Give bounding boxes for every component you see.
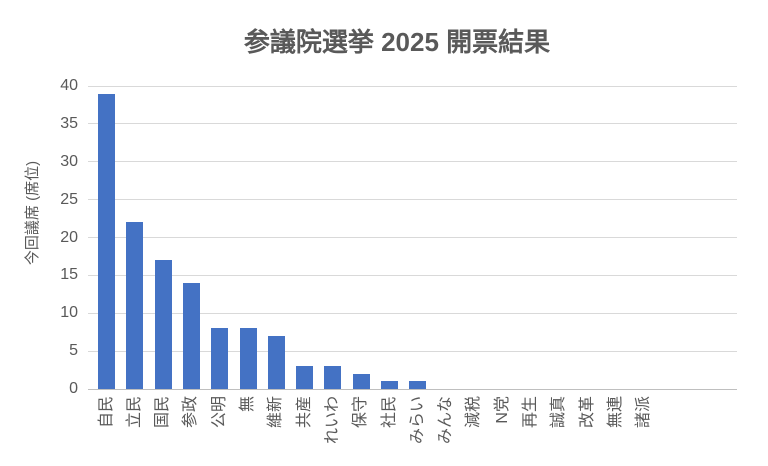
x-axis-label: 公明 [210, 396, 228, 429]
x-axis-label: 無連 [606, 396, 624, 429]
gridline [88, 237, 737, 238]
x-axis-label: 諸派 [635, 396, 653, 429]
y-axis-tick-label: 20 [60, 228, 78, 246]
x-axis-label: 保守 [352, 396, 370, 429]
bar-国民 [154, 260, 172, 389]
x-axis-label: 誠真 [550, 396, 568, 429]
chart-title: 参議院選挙 2025 開票結果 [243, 27, 551, 57]
x-axis-label: 共産 [295, 396, 313, 429]
x-axis-label: 維新 [267, 396, 285, 429]
x-axis-line [88, 388, 737, 390]
y-axis-tick-label: 35 [60, 114, 78, 132]
gridline [88, 274, 737, 276]
y-axis-tick-label: 30 [60, 152, 78, 170]
gridline [88, 85, 737, 87]
x-axis-label: 立民 [125, 396, 143, 429]
bar-参政 [182, 282, 200, 389]
gridline [88, 312, 737, 314]
x-axis-label: 無 [239, 396, 256, 413]
y-axis-tick-label: 0 [69, 380, 78, 397]
gridline [88, 161, 737, 163]
x-axis-label: みんな [437, 396, 455, 445]
gridline [88, 199, 737, 201]
y-axis-tick-label: 15 [60, 266, 78, 284]
bar-保守 [352, 373, 370, 389]
bar-無 [239, 328, 257, 389]
x-axis-label: 再生 [522, 396, 539, 429]
x-axis-label: 国民 [154, 396, 172, 429]
y-axis-tick-label: 5 [69, 342, 78, 360]
gridline [88, 123, 737, 125]
y-axis-tick-label: 25 [60, 190, 78, 208]
x-axis-label: 減税 [465, 396, 483, 429]
y-axis-tick-label: 10 [60, 304, 78, 322]
x-axis-label: みらい [408, 396, 426, 445]
bar-れいわ [324, 366, 342, 389]
bar-立民 [126, 222, 144, 389]
x-axis-label: 自民 [97, 396, 115, 429]
y-axis-tick-label: 40 [60, 77, 78, 94]
bar-みらい [409, 381, 427, 389]
x-axis-label: 改革 [578, 396, 596, 429]
x-axis-label: 社民 [380, 396, 398, 429]
x-axis-label: N党 [493, 396, 511, 424]
bar-公明 [211, 328, 229, 389]
bar-自民 [98, 93, 115, 389]
bar-共産 [296, 366, 314, 389]
bar-社民 [381, 381, 398, 389]
gridline [88, 350, 737, 352]
bar-維新 [267, 335, 285, 389]
x-axis-label: 参政 [182, 396, 200, 429]
x-axis-label: れいわ [323, 396, 341, 445]
